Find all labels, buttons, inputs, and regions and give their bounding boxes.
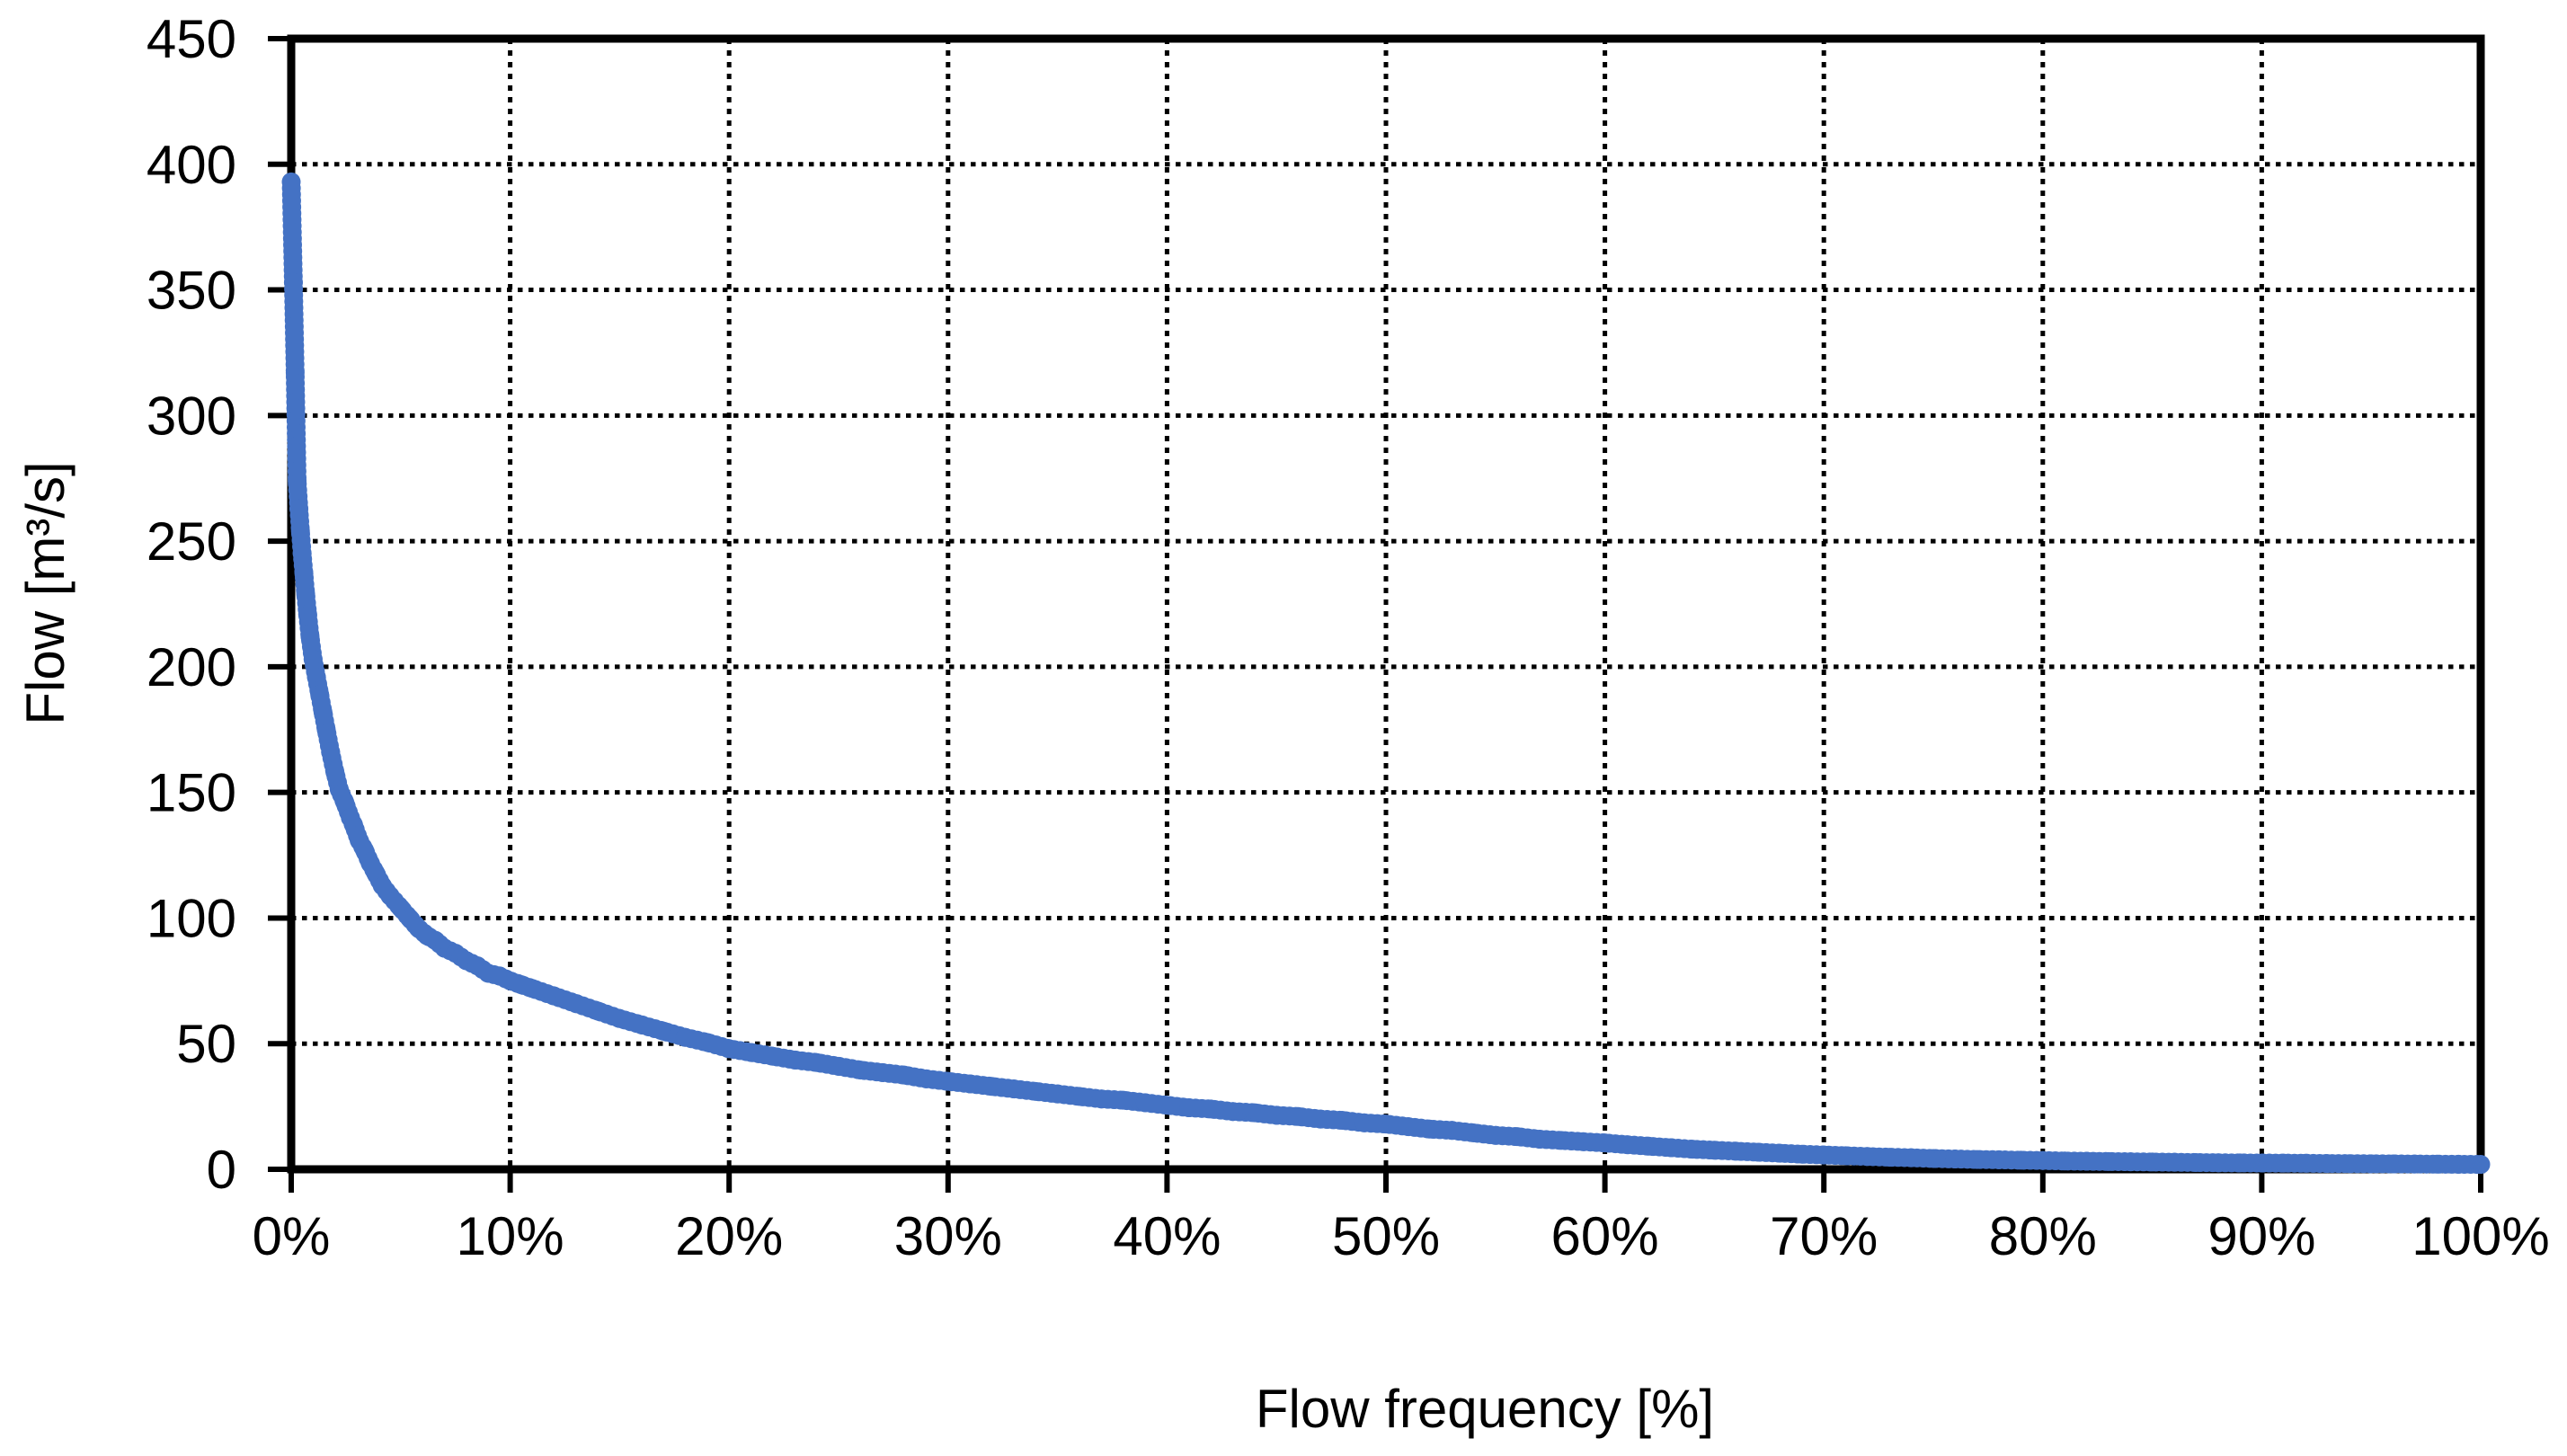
- x-tick-label: 20%: [675, 1206, 783, 1266]
- x-tick-label: 90%: [2207, 1206, 2315, 1266]
- y-axis-title: Flow [m³/s]: [15, 461, 76, 724]
- x-tick-label: 0%: [253, 1206, 331, 1266]
- data-series: [281, 172, 2491, 1175]
- x-tick-label: 30%: [894, 1206, 1002, 1266]
- y-tick-label: 300: [147, 386, 236, 446]
- plot-border: [287, 34, 2485, 1174]
- x-axis-title: Flow frequency [%]: [1256, 1379, 1714, 1439]
- x-tick-label: 80%: [1989, 1206, 2097, 1266]
- gridlines: [291, 39, 2481, 1169]
- x-tick-label: 70%: [1770, 1206, 1878, 1266]
- x-tick-label: 40%: [1113, 1206, 1221, 1266]
- y-tick-label: 0: [207, 1140, 236, 1200]
- series-markers: [281, 172, 2491, 1175]
- y-tick-label: 200: [147, 637, 236, 697]
- y-tick-label: 150: [147, 763, 236, 823]
- x-tick-label: 10%: [457, 1206, 564, 1266]
- y-tick-label: 400: [147, 135, 236, 195]
- data-point: [2471, 1155, 2491, 1175]
- x-tick-label: 60%: [1551, 1206, 1659, 1266]
- plot-border-rect: [287, 34, 2485, 1174]
- x-tick-label: 50%: [1332, 1206, 1440, 1266]
- y-tick-label: 250: [147, 511, 236, 572]
- x-tick-label: 100%: [2412, 1206, 2549, 1266]
- y-tick-label: 450: [147, 9, 236, 69]
- y-tick-label: 50: [176, 1014, 236, 1074]
- y-tick-label: 100: [147, 888, 236, 948]
- y-tick-label: 350: [147, 261, 236, 321]
- tick-labels: 0 50 100 150 200 250 300 350 400 450 0% 10% 20% 30% 40…: [147, 9, 2550, 1266]
